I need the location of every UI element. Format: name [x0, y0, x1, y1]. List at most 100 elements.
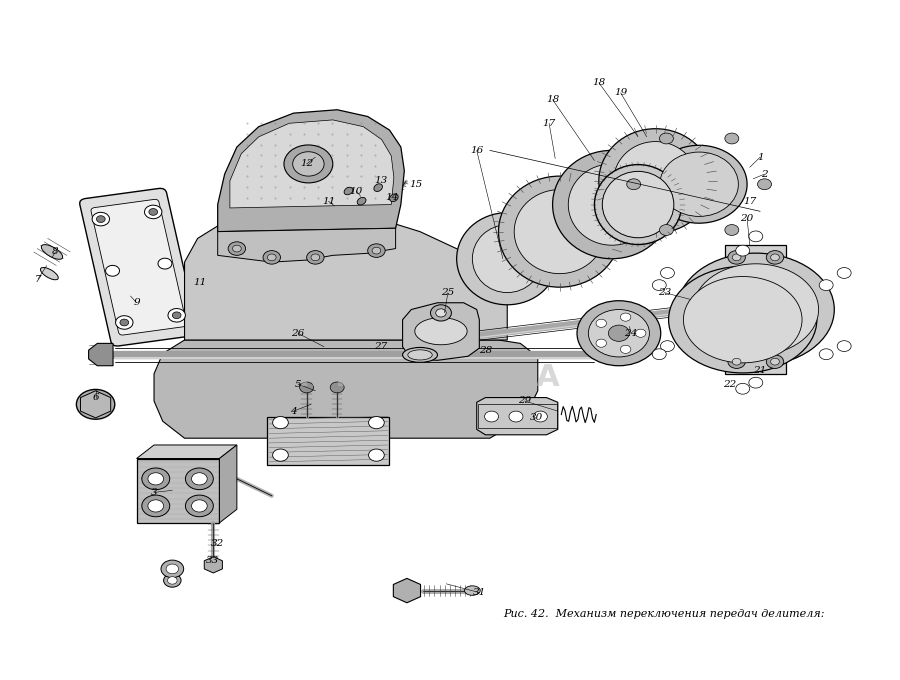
Ellipse shape	[651, 146, 747, 223]
Text: 14: 14	[385, 193, 399, 202]
Circle shape	[837, 267, 851, 278]
Circle shape	[120, 319, 129, 326]
Circle shape	[273, 417, 288, 428]
Polygon shape	[220, 445, 237, 523]
Ellipse shape	[415, 318, 467, 345]
Circle shape	[577, 301, 661, 366]
Circle shape	[229, 242, 246, 256]
Ellipse shape	[595, 165, 681, 245]
Ellipse shape	[374, 184, 382, 192]
Bar	[137, 458, 220, 523]
Bar	[267, 417, 390, 465]
Polygon shape	[204, 557, 222, 573]
Text: 33: 33	[206, 556, 219, 564]
Circle shape	[292, 152, 324, 176]
Circle shape	[661, 341, 674, 352]
Circle shape	[92, 212, 110, 226]
Polygon shape	[184, 211, 508, 340]
Circle shape	[735, 245, 750, 256]
Text: 26: 26	[292, 328, 304, 338]
Circle shape	[436, 309, 446, 317]
Circle shape	[85, 396, 107, 413]
Circle shape	[105, 265, 120, 276]
Text: 17: 17	[543, 119, 555, 128]
Circle shape	[148, 209, 157, 216]
Circle shape	[749, 231, 763, 242]
Ellipse shape	[344, 187, 353, 194]
Circle shape	[311, 254, 320, 260]
Polygon shape	[402, 303, 480, 360]
Ellipse shape	[499, 176, 621, 287]
Ellipse shape	[390, 194, 398, 201]
Text: ПЛАНЕТА ЖЕЛЕЗКА: ПЛАНЕТА ЖЕЛЕЗКА	[211, 362, 560, 392]
Ellipse shape	[402, 347, 437, 362]
Circle shape	[770, 358, 779, 365]
FancyBboxPatch shape	[91, 199, 186, 335]
Circle shape	[185, 495, 213, 517]
Ellipse shape	[40, 267, 58, 279]
Circle shape	[168, 309, 185, 322]
Text: 19: 19	[614, 88, 627, 97]
Circle shape	[724, 224, 739, 235]
Circle shape	[161, 560, 184, 578]
Circle shape	[596, 319, 607, 327]
Text: 32: 32	[212, 539, 224, 547]
Polygon shape	[218, 228, 396, 262]
Text: 20: 20	[741, 214, 753, 222]
Circle shape	[766, 251, 784, 264]
Text: 16: 16	[470, 146, 483, 155]
Circle shape	[660, 133, 673, 144]
Circle shape	[273, 449, 288, 461]
Circle shape	[192, 473, 207, 485]
Text: 11: 11	[322, 197, 335, 205]
Ellipse shape	[568, 164, 655, 245]
Circle shape	[749, 377, 763, 388]
Text: 28: 28	[479, 345, 492, 355]
Text: 22: 22	[723, 379, 736, 388]
Circle shape	[158, 258, 172, 269]
Circle shape	[484, 411, 499, 422]
Polygon shape	[230, 120, 394, 208]
Polygon shape	[393, 579, 420, 602]
Circle shape	[819, 279, 833, 290]
Circle shape	[728, 355, 745, 369]
Text: 30: 30	[530, 413, 544, 422]
Text: 18: 18	[546, 95, 559, 104]
Circle shape	[115, 316, 133, 329]
Text: 3: 3	[150, 488, 158, 497]
Circle shape	[430, 305, 452, 321]
Circle shape	[735, 384, 750, 394]
Circle shape	[589, 309, 650, 357]
Circle shape	[145, 205, 162, 219]
Circle shape	[635, 329, 646, 337]
Text: 12: 12	[300, 159, 313, 169]
Circle shape	[660, 224, 673, 235]
Polygon shape	[154, 340, 538, 438]
Circle shape	[770, 254, 779, 260]
Circle shape	[608, 325, 629, 341]
Circle shape	[620, 345, 631, 354]
Ellipse shape	[357, 197, 366, 205]
Text: 4: 4	[290, 407, 297, 415]
Ellipse shape	[602, 171, 674, 238]
Circle shape	[267, 254, 276, 260]
Ellipse shape	[693, 264, 819, 355]
Text: Рис. 42.  Механизм переключения передач делителя:: Рис. 42. Механизм переключения передач д…	[503, 609, 824, 619]
Text: 11: 11	[194, 278, 207, 287]
Text: 2: 2	[761, 169, 768, 179]
Circle shape	[167, 577, 177, 584]
Circle shape	[142, 495, 170, 517]
Circle shape	[76, 390, 115, 420]
Circle shape	[166, 564, 178, 574]
Text: 18: 18	[592, 78, 606, 87]
Circle shape	[596, 339, 607, 347]
Circle shape	[766, 355, 784, 369]
Ellipse shape	[598, 129, 712, 233]
Circle shape	[652, 279, 666, 290]
Circle shape	[307, 251, 324, 264]
Text: 10: 10	[350, 186, 363, 196]
Circle shape	[369, 417, 384, 428]
Circle shape	[652, 349, 666, 360]
Ellipse shape	[464, 586, 481, 595]
Ellipse shape	[614, 141, 698, 220]
